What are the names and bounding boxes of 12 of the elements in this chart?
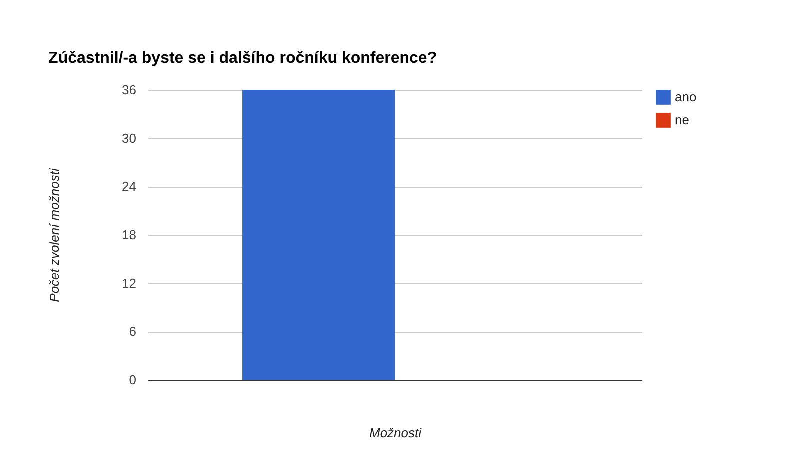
y-tick-label: 36	[122, 82, 136, 98]
y-tick-label: 30	[122, 130, 136, 146]
y-tick-label: 0	[129, 372, 136, 388]
y-axis-title: Počet zvolení možnosti	[47, 168, 62, 302]
y-tick-label: 6	[129, 324, 136, 340]
chart-title: Zúčastnil/-a byste se i dalšího ročníku konference?	[48, 50, 438, 67]
y-tick-label: 12	[122, 276, 136, 291]
y-tick-label: 18	[122, 228, 136, 242]
x-axis-title: Možnosti	[369, 426, 423, 440]
legend-label: ne	[675, 112, 690, 128]
y-tick-label: 24	[122, 179, 136, 194]
legend-label: ano	[675, 90, 697, 104]
